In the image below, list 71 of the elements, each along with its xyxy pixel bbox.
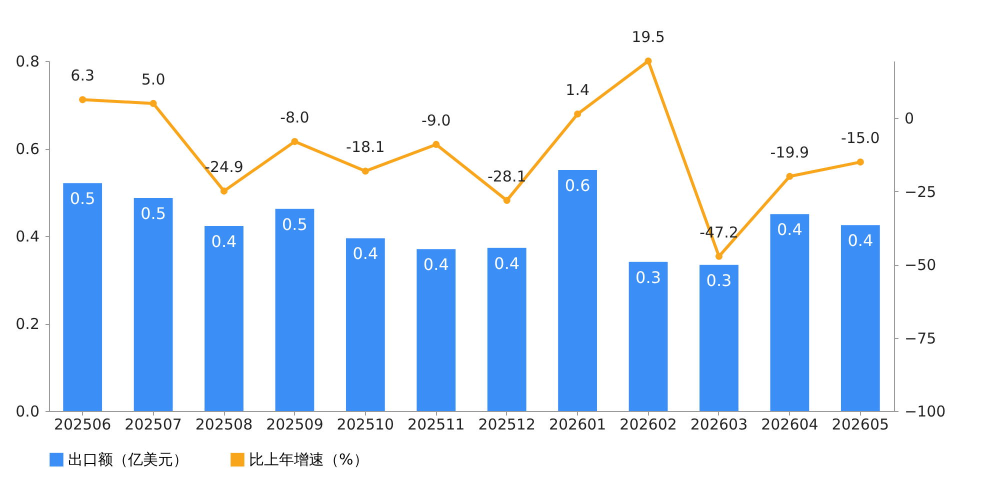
data-label: 0.4 [211,232,237,251]
legend-label: 比上年增速（%） [249,450,368,469]
data-label: -18.1 [346,138,385,156]
x-tick-label: 202506 [54,416,112,434]
data-label: 0.3 [706,270,732,290]
data-label: 0.5 [140,204,166,223]
bar [275,208,314,411]
y-tick-label: 0.0 [16,402,40,420]
y-tick-label: 0.4 [16,228,40,246]
point [856,158,864,166]
y2-tick-label: 0 [904,110,914,128]
data-label: 0.4 [494,254,520,273]
data-label: 0.5 [70,189,96,208]
point [574,110,582,118]
bar [416,249,456,411]
bar [63,183,102,411]
data-label: 6.3 [70,66,95,85]
y2-tick-label: −50 [904,256,936,274]
data-label: 1.4 [566,81,590,100]
x-tick-label: 202602 [620,416,677,434]
data-label: 0.4 [848,231,874,250]
data-label: 0.4 [423,255,449,274]
point [503,196,510,204]
x-tick-label: 202512 [478,416,536,434]
data-label: 0.4 [776,220,802,240]
data-label: 0.3 [636,268,662,287]
bar [346,238,385,411]
point [291,138,298,146]
point [644,57,652,65]
y2-tick-label: −75 [904,329,936,348]
data-label: -24.9 [204,158,244,176]
point [432,140,440,148]
x-tick-label: 202510 [336,416,394,434]
data-label: 0.5 [282,214,308,234]
x-tick-label: 202603 [690,416,748,434]
bar [204,226,244,411]
data-label: 0.4 [352,244,378,264]
data-label: 19.5 [632,28,665,46]
bar [487,248,526,411]
x-tick-label: 202508 [195,416,253,434]
data-label: 5.0 [141,70,166,88]
bar [700,264,738,411]
legend-label: 出口额（亿美元） [68,450,188,469]
data-label: -15.0 [841,129,880,148]
point [79,96,86,104]
point [220,188,228,195]
x-tick-label: 202601 [548,416,606,434]
point [715,252,723,260]
data-label: -28.1 [487,167,526,186]
data-label: -9.0 [422,111,451,130]
y2-tick-label: −100 [904,402,946,420]
data-label: -8.0 [280,108,310,127]
point [150,100,157,107]
bar [840,225,880,411]
x-tick-label: 202605 [832,416,890,434]
bar [770,214,810,411]
x-tick-label: 202511 [408,416,465,434]
point [362,168,369,175]
bar [134,198,173,411]
x-tick-label: 202507 [124,416,182,434]
y-tick-label: 0.2 [16,315,40,333]
x-tick-label: 202509 [266,416,324,434]
point [786,172,794,180]
y-tick-label: 0.8 [16,52,40,70]
x-tick-label: 202604 [761,416,818,434]
y2-tick-label: −25 [904,182,936,201]
bar [628,262,668,411]
data-label: 0.6 [564,176,590,195]
bar [558,170,598,411]
y-tick-label: 0.6 [16,140,40,158]
data-label: -19.9 [770,143,810,162]
